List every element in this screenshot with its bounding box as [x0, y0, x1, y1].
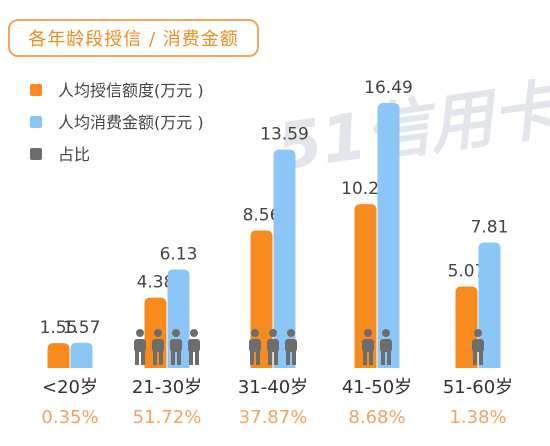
value-label-credit: 8.56 [243, 205, 281, 225]
value-label-credit: 1.55 [40, 318, 78, 338]
chart-title: 各年龄段授信 / 消费金额 [8, 19, 259, 57]
share-label: 37.87% [239, 407, 308, 428]
person-icon [152, 329, 164, 365]
share-label: 0.35% [41, 407, 98, 428]
person-icon [472, 329, 484, 365]
bar-spending [273, 149, 296, 368]
category-label: 51-60岁 [443, 377, 513, 398]
bar-credit [47, 343, 70, 368]
bar-credit [354, 204, 377, 368]
person-icon [170, 329, 182, 365]
legend-swatch-spending [30, 116, 42, 128]
value-label-spending: 13.59 [260, 125, 309, 145]
value-label-spending: 7.81 [471, 217, 509, 237]
person-icon [249, 329, 261, 365]
legend-swatch-credit [30, 84, 42, 96]
person-icon [267, 329, 279, 365]
legend-swatch-share [30, 148, 42, 160]
category-label: 31-40岁 [238, 377, 308, 398]
legend-label-credit: 人均授信额度(万元 ) [58, 81, 204, 100]
person-icon [362, 329, 374, 365]
person-icon [188, 329, 200, 365]
person-icon [285, 329, 297, 365]
category-label: 21-30岁 [132, 377, 202, 398]
share-label: 51.72% [133, 407, 202, 428]
bar-spending [70, 342, 93, 368]
person-icon [380, 329, 392, 365]
bar-spending [377, 103, 400, 368]
bar-spending [478, 242, 501, 368]
value-label-credit: 4.38 [137, 273, 175, 293]
value-label-credit: 5.07 [448, 262, 486, 282]
legend-label-share: 占比 [58, 145, 90, 164]
share-label: 8.68% [348, 407, 405, 428]
category-label: 41-50岁 [342, 377, 412, 398]
legend: 人均授信额度(万元 ) 人均消费金额(万元 ) 占比 [30, 81, 204, 164]
legend-label-spending: 人均消费金额(万元 ) [58, 113, 204, 132]
category-label: <20岁 [42, 377, 98, 398]
value-label-spending: 6.13 [160, 244, 198, 264]
bars-group: 1.551.57 <20岁 0.35% 4.38 6.13 21-30岁 51.72% 8.5… [40, 78, 514, 428]
share-label: 1.38% [449, 407, 506, 428]
value-label-spending: 16.49 [364, 78, 413, 98]
value-label-spending: 1.57 [63, 318, 101, 338]
person-icon [134, 329, 146, 365]
